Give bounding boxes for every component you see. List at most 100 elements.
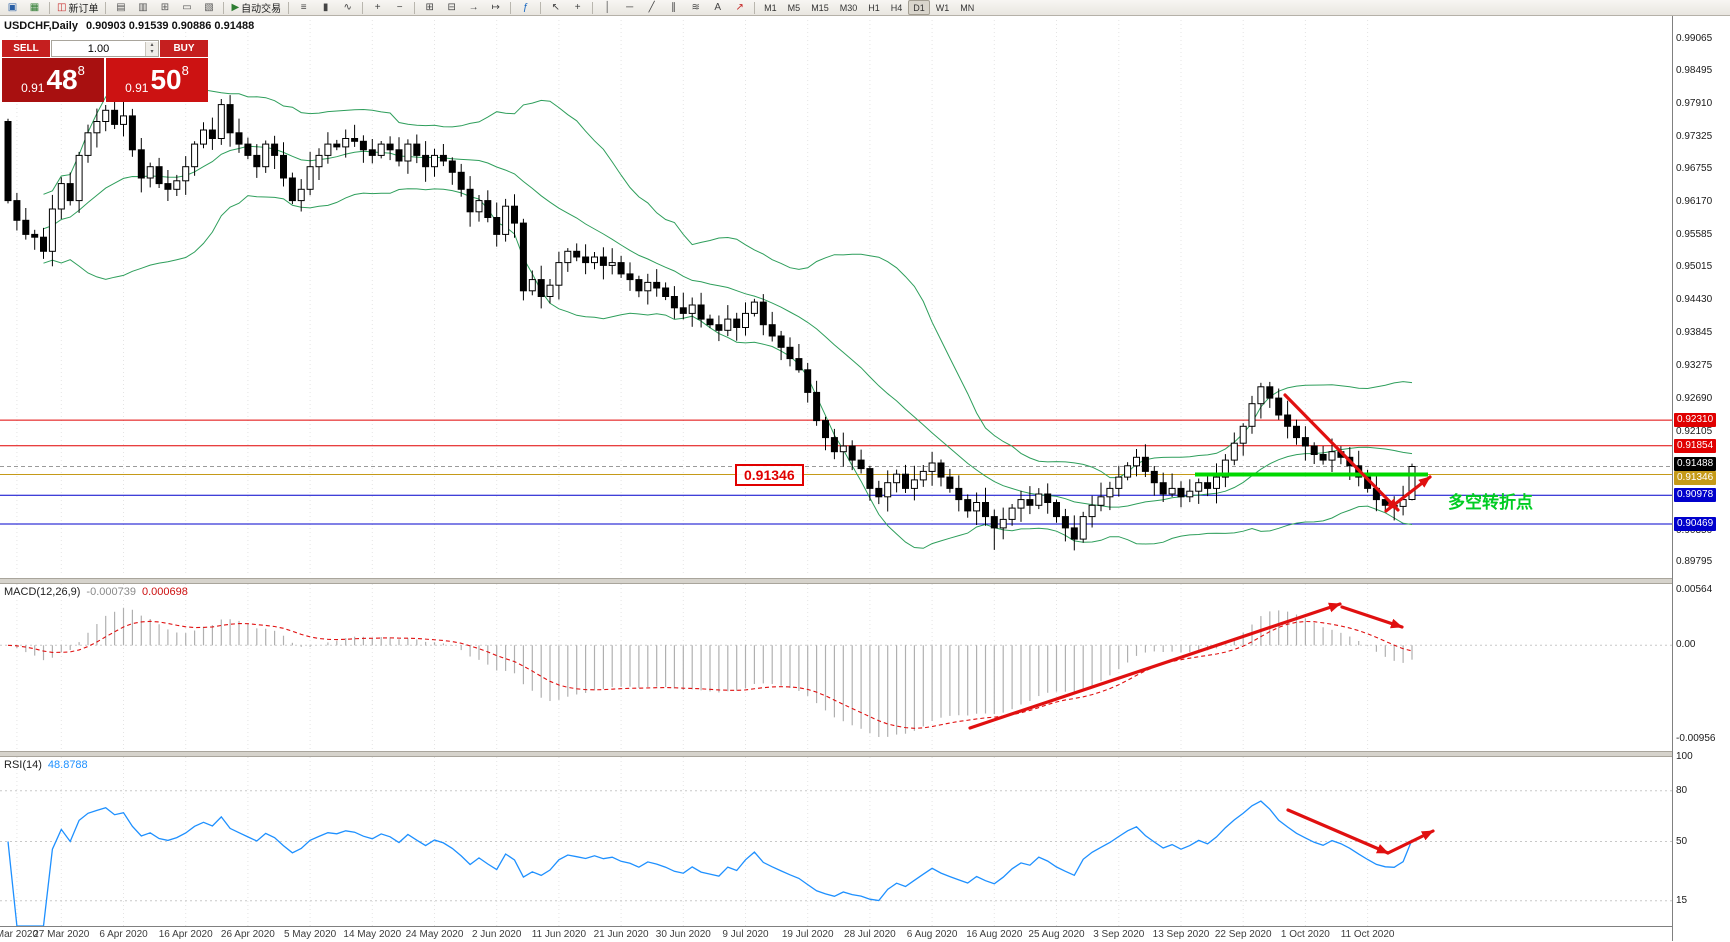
timeframe-mn-button[interactable]: MN: [955, 0, 979, 15]
channel-icon[interactable]: ∥: [663, 0, 684, 16]
timeframe-h4-button[interactable]: H4: [886, 0, 908, 15]
y-axis-tick: 0.93275: [1676, 359, 1712, 373]
bollinger-upper-band: [44, 81, 1413, 477]
macd-value-2: 0.000698: [142, 586, 188, 598]
rsi-panel[interactable]: [0, 757, 1672, 926]
horizontal-line-icon[interactable]: ─: [619, 0, 640, 16]
navigator-icon: ⊞: [161, 2, 169, 14]
navigator-icon[interactable]: ⊞: [154, 0, 175, 16]
strategy-tester-icon: ▧: [204, 2, 213, 14]
tile-windows-icon[interactable]: ⊞: [419, 0, 440, 16]
x-axis-date: 22 Sep 2020: [1215, 929, 1272, 940]
market-watch-icon[interactable]: ▤: [110, 0, 131, 16]
buy-button[interactable]: BUY: [160, 40, 208, 57]
shift-chart-icon: ↦: [491, 2, 499, 14]
volume-input[interactable]: [52, 43, 145, 55]
ohlc-values: 0.90903 0.91539 0.90886 0.91488: [86, 20, 254, 32]
main-price-chart[interactable]: [0, 0, 1672, 578]
panel-divider[interactable]: [0, 751, 1672, 757]
volume-down-button[interactable]: ▾: [146, 49, 158, 56]
sell-button[interactable]: SELL: [2, 40, 50, 57]
data-window-icon: ▥: [138, 2, 147, 14]
new-order-icon: ◫: [57, 2, 66, 14]
fibonacci-icon[interactable]: ≋: [685, 0, 706, 16]
arrows-icon: ↗: [735, 2, 743, 14]
candles-chart-icon[interactable]: ▮: [315, 0, 336, 16]
vertical-line-icon[interactable]: │: [597, 0, 618, 16]
timeframe-m1-button[interactable]: M1: [759, 0, 782, 15]
cursor-icon[interactable]: ↖: [545, 0, 566, 16]
timeframe-d1-button[interactable]: D1: [908, 0, 930, 15]
rsi-indicator-label: RSI(14) 48.8788: [4, 759, 88, 771]
y-axis-tick: 0.95585: [1676, 228, 1712, 242]
cascade-windows-icon: ⊟: [447, 2, 455, 14]
timeframe-h1-button[interactable]: H1: [863, 0, 885, 15]
terminal-icon[interactable]: ▭: [176, 0, 197, 16]
strategy-tester-icon[interactable]: ▧: [198, 0, 219, 16]
horizontal-level-lines: [0, 420, 1672, 524]
new-chart-icon[interactable]: ▦: [24, 0, 45, 16]
rsi-axis-tick: 80: [1676, 784, 1687, 798]
volume-up-button[interactable]: ▴: [146, 42, 158, 49]
bid-price-button[interactable]: 0.91 48 8: [2, 58, 104, 102]
turning-point-annotation[interactable]: 多空转折点: [1448, 488, 1533, 513]
toolbar-separator: [540, 2, 541, 14]
trendline-icon[interactable]: ╱: [641, 0, 662, 16]
macd-panel[interactable]: [0, 584, 1672, 751]
timeframe-m15-button[interactable]: M15: [806, 0, 834, 15]
x-axis-date: 11 Oct 2020: [1341, 929, 1395, 940]
text-icon[interactable]: A: [707, 0, 728, 16]
macd-axis-tick: 0.00564: [1676, 583, 1712, 597]
shift-chart-icon[interactable]: ↦: [485, 0, 506, 16]
timeframe-w1-button[interactable]: W1: [931, 0, 955, 15]
zoom-in-icon[interactable]: +: [367, 0, 388, 16]
toolbar-separator: [414, 2, 415, 14]
indicators-icon[interactable]: ƒ: [515, 0, 536, 16]
macd-indicator-label: MACD(12,26,9) -0.000739 0.000698: [4, 586, 188, 598]
x-axis-date: 3 Sep 2020: [1093, 929, 1144, 940]
toolbar-separator: [105, 2, 106, 14]
toolbar-separator: [362, 2, 363, 14]
data-window-icon[interactable]: ▥: [132, 0, 153, 16]
y-axis-tick: 0.96755: [1676, 162, 1712, 176]
macd-histogram: [8, 608, 1412, 737]
candles-chart-icon: ▮: [323, 2, 329, 14]
autotrade-button[interactable]: ▶自动交易: [228, 0, 284, 16]
rsi-axis-tick: 15: [1676, 894, 1687, 908]
y-axis-tick: 0.92690: [1676, 392, 1712, 406]
new-order-button[interactable]: ◫新订单: [54, 0, 101, 16]
app-icon[interactable]: ▣: [2, 0, 23, 16]
x-axis-date: 6 Aug 2020: [907, 929, 958, 940]
crosshair-icon[interactable]: +: [567, 0, 588, 16]
timeframe-m30-button[interactable]: M30: [835, 0, 863, 15]
y-axis-tick: 0.94430: [1676, 293, 1712, 307]
autotrade-icon: ▶: [231, 2, 239, 14]
ask-price-point: 8: [182, 63, 189, 78]
x-axis-date: 6 Apr 2020: [99, 929, 147, 940]
bars-chart-icon[interactable]: ≡: [293, 0, 314, 16]
rsi-axis-tick: 100: [1676, 750, 1693, 764]
price-level-callout[interactable]: 0.91346: [735, 464, 804, 486]
price-level-label: 0.91854: [1674, 439, 1716, 453]
panel-divider[interactable]: [0, 578, 1672, 584]
toolbar-separator: [510, 2, 511, 14]
toolbar-separator: [592, 2, 593, 14]
auto-scroll-icon[interactable]: →: [463, 0, 484, 16]
timeframe-m5-button[interactable]: M5: [783, 0, 806, 15]
horizontal-line-icon: ─: [626, 2, 633, 14]
symbol-period-label: USDCHF,Daily: [4, 20, 78, 32]
zoom-out-icon[interactable]: −: [389, 0, 410, 16]
line-chart-icon[interactable]: ∿: [337, 0, 358, 16]
x-axis-date: 28 Jul 2020: [844, 929, 896, 940]
indicators-icon: ƒ: [523, 2, 529, 14]
current-price-label: 0.91488: [1674, 457, 1716, 471]
zoom-in-icon: +: [375, 2, 381, 14]
ask-price-button[interactable]: 0.91 50 8: [106, 58, 208, 102]
cascade-windows-icon[interactable]: ⊟: [441, 0, 462, 16]
x-axis-date: 26 Apr 2020: [221, 929, 275, 940]
rsi-name: RSI(14): [4, 759, 42, 771]
arrows-icon[interactable]: ↗: [729, 0, 750, 16]
